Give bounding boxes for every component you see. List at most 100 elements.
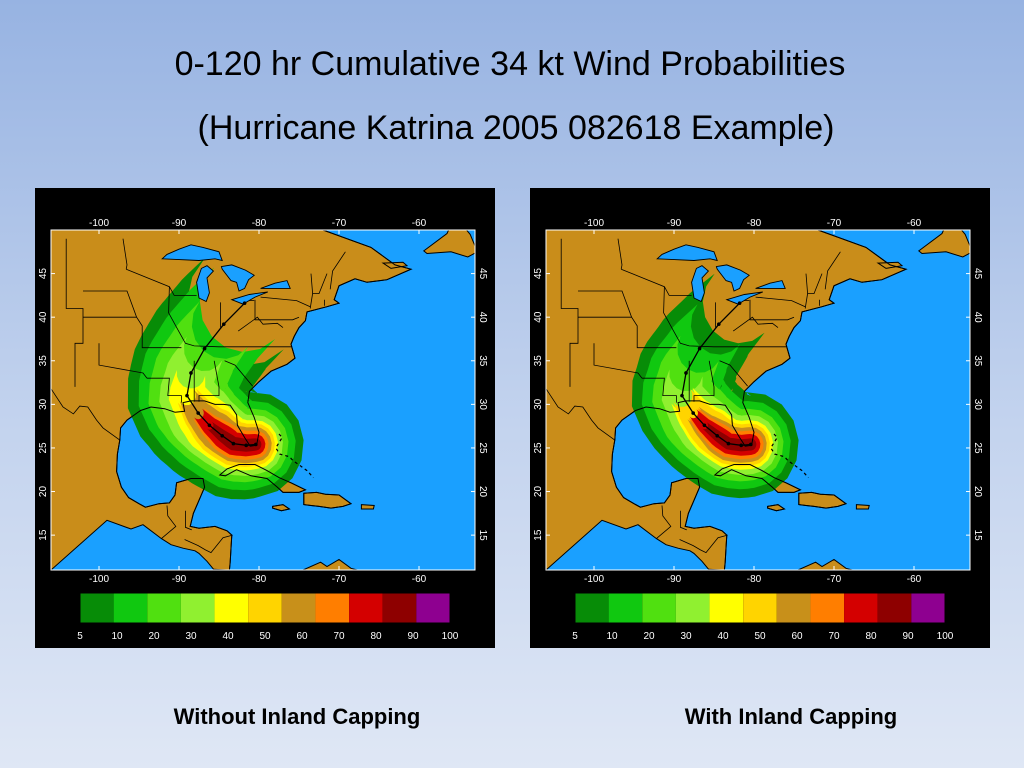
track-point-10 bbox=[242, 301, 247, 306]
lat-tick-left-25: 25 bbox=[533, 442, 544, 454]
track-point-5 bbox=[691, 411, 695, 415]
pacific-ocean bbox=[51, 519, 215, 570]
lat-tick-right-25: 25 bbox=[477, 442, 488, 454]
lat-tick-right-45: 45 bbox=[477, 268, 488, 280]
border-line-14 bbox=[755, 296, 806, 308]
slide-title-line-1: 0-120 hr Cumulative 34 kt Wind Probabili… bbox=[174, 45, 846, 83]
border-line-5 bbox=[122, 238, 128, 270]
colorbar-label-30: 30 bbox=[680, 631, 692, 642]
island-coastline-0 bbox=[713, 464, 802, 493]
track-point-6 bbox=[680, 393, 684, 398]
great-lake-3 bbox=[230, 291, 268, 305]
lat-tick-right-30: 30 bbox=[477, 399, 488, 411]
colorbar-label-80: 80 bbox=[865, 631, 877, 642]
colorbar-label-70: 70 bbox=[828, 631, 840, 642]
border-line-1 bbox=[83, 290, 137, 318]
map-layers bbox=[51, 230, 475, 570]
border-line-16 bbox=[312, 273, 328, 294]
border-line-9 bbox=[198, 360, 220, 402]
border-line-12 bbox=[749, 299, 795, 321]
lat-tick-left-35: 35 bbox=[38, 355, 49, 367]
bahamas-islands bbox=[275, 433, 314, 479]
lat-tick-left-40: 40 bbox=[38, 311, 49, 323]
colorbar-swatch-7 bbox=[315, 593, 350, 623]
great-lake-2 bbox=[715, 264, 750, 292]
border-line-2 bbox=[578, 316, 677, 349]
bahamas-islands bbox=[770, 433, 809, 479]
lon-tick-top--70: -70 bbox=[332, 218, 347, 229]
colorbar-swatch-2 bbox=[642, 593, 676, 623]
colorbar-swatch-3 bbox=[180, 593, 215, 623]
border-line-13 bbox=[237, 316, 284, 332]
border-line-6 bbox=[621, 268, 692, 296]
island-coastline-1 bbox=[303, 491, 353, 509]
track-point-0 bbox=[254, 442, 258, 447]
lat-tick-left-20: 20 bbox=[533, 486, 544, 498]
lon-tick-bottom--90: -90 bbox=[172, 574, 187, 585]
border-line-5 bbox=[617, 238, 623, 270]
puerto-rico-island bbox=[855, 504, 870, 510]
track-point-6 bbox=[185, 393, 189, 398]
colorbar-label-90: 90 bbox=[407, 631, 419, 642]
track-point-2 bbox=[231, 441, 236, 446]
island-coastline-2 bbox=[767, 504, 786, 512]
colorbar-swatch-6 bbox=[776, 593, 811, 623]
track-point-3 bbox=[220, 433, 224, 438]
border-line-18 bbox=[824, 251, 841, 290]
map-layers bbox=[546, 230, 970, 570]
colorbar-label-90: 90 bbox=[902, 631, 914, 642]
south-america-land bbox=[226, 558, 475, 570]
colorbar-swatch-1 bbox=[113, 593, 148, 623]
border-line-0 bbox=[65, 238, 84, 387]
border-line-3 bbox=[593, 343, 643, 379]
lon-tick-bottom--80: -80 bbox=[252, 574, 267, 585]
border-line-18 bbox=[329, 251, 346, 290]
lon-tick-top--100: -100 bbox=[584, 218, 604, 229]
lat-tick-right-30: 30 bbox=[972, 399, 983, 411]
colorbar-label-5: 5 bbox=[572, 631, 578, 642]
track-point-9 bbox=[222, 322, 226, 326]
lon-tick-top--60: -60 bbox=[907, 218, 922, 229]
newfoundland-island bbox=[917, 230, 970, 258]
colorbar-swatch-7 bbox=[810, 593, 845, 623]
lon-tick-top--80: -80 bbox=[252, 218, 267, 229]
lat-tick-right-15: 15 bbox=[972, 530, 983, 542]
track-point-8 bbox=[202, 346, 207, 351]
lat-tick-right-45: 45 bbox=[972, 268, 983, 280]
lon-tick-bottom--90: -90 bbox=[667, 574, 682, 585]
great-lake-0 bbox=[161, 244, 223, 262]
colorbar-swatch-4 bbox=[709, 593, 744, 623]
lon-tick-bottom--100: -100 bbox=[584, 574, 604, 585]
border-line-9 bbox=[693, 360, 715, 402]
border-line-7 bbox=[663, 286, 787, 348]
lon-tick-top--90: -90 bbox=[172, 218, 187, 229]
lon-tick-top--90: -90 bbox=[667, 218, 682, 229]
island-coastline-1 bbox=[798, 491, 848, 509]
colorbar-swatch-6 bbox=[281, 593, 316, 623]
great-lake-1 bbox=[196, 265, 215, 303]
colorbar-swatch-5 bbox=[248, 593, 282, 623]
track-point-5 bbox=[196, 411, 200, 415]
slide-title-line-2: (Hurricane Katrina 2005 082618 Example) bbox=[197, 109, 835, 147]
border-line-23 bbox=[679, 534, 728, 554]
colorbar-label-50: 50 bbox=[259, 631, 271, 642]
colorbar-label-60: 60 bbox=[791, 631, 803, 642]
newfoundland-island bbox=[422, 230, 475, 258]
lat-tick-left-45: 45 bbox=[38, 268, 49, 280]
lat-tick-left-15: 15 bbox=[533, 529, 544, 541]
colorbar-label-10: 10 bbox=[111, 631, 123, 642]
border-line-22 bbox=[679, 510, 687, 531]
track-point-1 bbox=[244, 443, 248, 448]
border-line-13 bbox=[732, 316, 779, 332]
great-lake-4 bbox=[755, 280, 786, 289]
lat-tick-left-35: 35 bbox=[533, 355, 544, 367]
map-panel-without-capping: -100 -100 -90 -90 -80 -80 -70 -70 -60 -60 45 45 40 40… bbox=[35, 188, 495, 648]
lon-tick-bottom--60: -60 bbox=[412, 574, 427, 585]
track-point-1 bbox=[739, 443, 743, 448]
border-line-20 bbox=[51, 388, 121, 441]
colorbar-label-100: 100 bbox=[442, 631, 459, 642]
border-line-22 bbox=[184, 510, 192, 531]
colorbar-label-50: 50 bbox=[754, 631, 766, 642]
colorbar-label-10: 10 bbox=[606, 631, 618, 642]
map-panel-with-capping: -100 -100 -90 -90 -80 -80 -70 -70 -60 -60 45 45 40 40… bbox=[530, 188, 990, 648]
